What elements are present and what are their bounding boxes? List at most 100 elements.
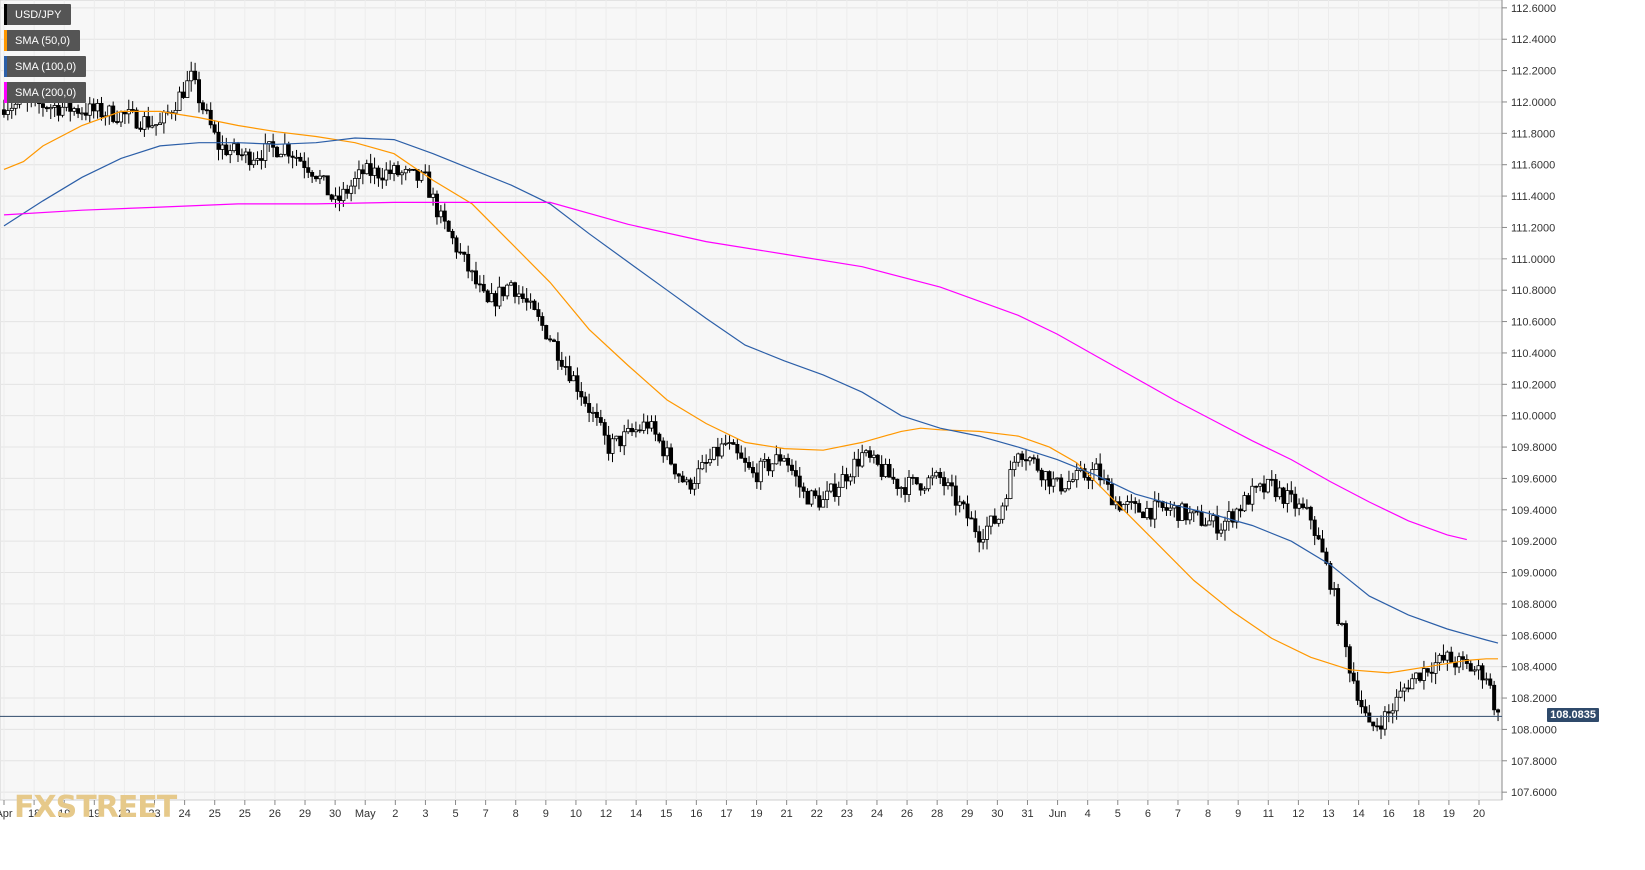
x-tick-label: 26 [269,808,281,820]
candle-body [79,112,84,115]
candle-body [1039,469,1044,481]
candle-body [1347,646,1352,674]
sma-line-500 [3,110,1498,674]
candle-body [793,470,798,477]
candle-body [1234,508,1239,523]
x-tick-label: 14 [630,808,642,820]
legend-swatch-sma50 [4,30,7,51]
candle-body [150,125,155,128]
x-tick-label: 24 [871,808,883,820]
candle-body [797,475,802,488]
candle-body [485,290,490,303]
x-tick-label: 24 [178,808,190,820]
candle-body [1316,535,1321,540]
candle-body [255,158,260,161]
candle-body [321,175,326,178]
sma-line-1000 [3,137,1499,644]
candle-body [60,106,65,116]
candle-body [587,403,592,413]
x-tick-label: 6 [1145,808,1151,820]
candle-body [903,487,908,495]
candle-body [442,210,447,222]
candle-body [263,143,268,161]
candle-body [750,467,755,474]
candle-body [657,433,662,442]
candle-body [146,116,151,128]
candle-body [1300,503,1305,508]
candle-body [317,175,322,180]
candle-body [809,490,814,505]
candle-body [458,251,463,254]
candle-body [680,475,685,483]
candle-body [493,293,498,307]
candle-body [1312,519,1317,536]
candle-body [236,143,241,156]
candle-body [1281,487,1286,504]
candle-body [930,475,935,479]
candle-body [910,476,915,479]
candle-body [692,483,697,490]
candle-body [852,458,857,478]
candle-body [1297,503,1302,509]
candle-body [466,253,471,272]
candle-body [1004,498,1009,507]
logo-fx: FX [14,790,57,825]
candle-body [520,293,525,300]
candle-body [1074,470,1079,481]
x-tick-label: 25 [209,808,221,820]
candle-body [1418,672,1423,681]
candle-body [1367,712,1372,723]
y-tick-label: 110.4000 [1511,348,1556,360]
x-tick-label: 19 [58,808,70,820]
candle-body [275,146,280,158]
candle-body [267,141,272,144]
candle-body [349,185,354,194]
candle-body [1238,508,1243,512]
candle-body [462,251,467,255]
candle-body [969,517,974,520]
candle-body [505,284,510,297]
candle-body [860,452,865,467]
candle-body [1176,505,1181,521]
candle-body [817,495,822,508]
candle-body [770,463,775,472]
x-tick-label: May [355,808,376,820]
candle-body [325,175,330,196]
candle-body [298,156,303,162]
candle-body [1355,680,1360,701]
candle-body [282,143,287,155]
x-tick-label: 23 [841,808,853,820]
candle-body [157,122,162,125]
candle-body [1386,711,1391,714]
candle-body [72,108,77,112]
y-tick-label: 109.2000 [1511,536,1557,548]
candle-body [864,450,869,454]
candle-body [450,230,455,239]
candle-body [571,375,576,382]
candle-body [727,442,732,444]
candle-body [661,440,666,457]
candle-body [813,490,818,497]
candle-body [1308,506,1313,521]
candle-body [1324,551,1329,564]
candle-body [630,428,635,433]
candle-body [719,443,724,457]
candle-body [232,143,237,152]
candle-body [977,531,982,543]
candle-body [173,109,178,114]
candle-body [1031,457,1036,460]
x-tick-label: 19 [1443,808,1455,820]
candle-body [52,105,57,108]
candle-body [44,107,49,110]
candle-body [431,193,436,198]
candle-body [641,421,646,431]
candle-body [376,167,381,179]
candle-body [1265,478,1270,493]
y-tick-label: 112.2000 [1511,66,1556,78]
candle-body [1258,483,1263,487]
candle-body [212,124,217,133]
candle-body [906,476,911,495]
x-tick-label: 5 [1115,808,1121,820]
x-tick-label: 22 [118,808,130,820]
candle-body [1304,506,1309,509]
